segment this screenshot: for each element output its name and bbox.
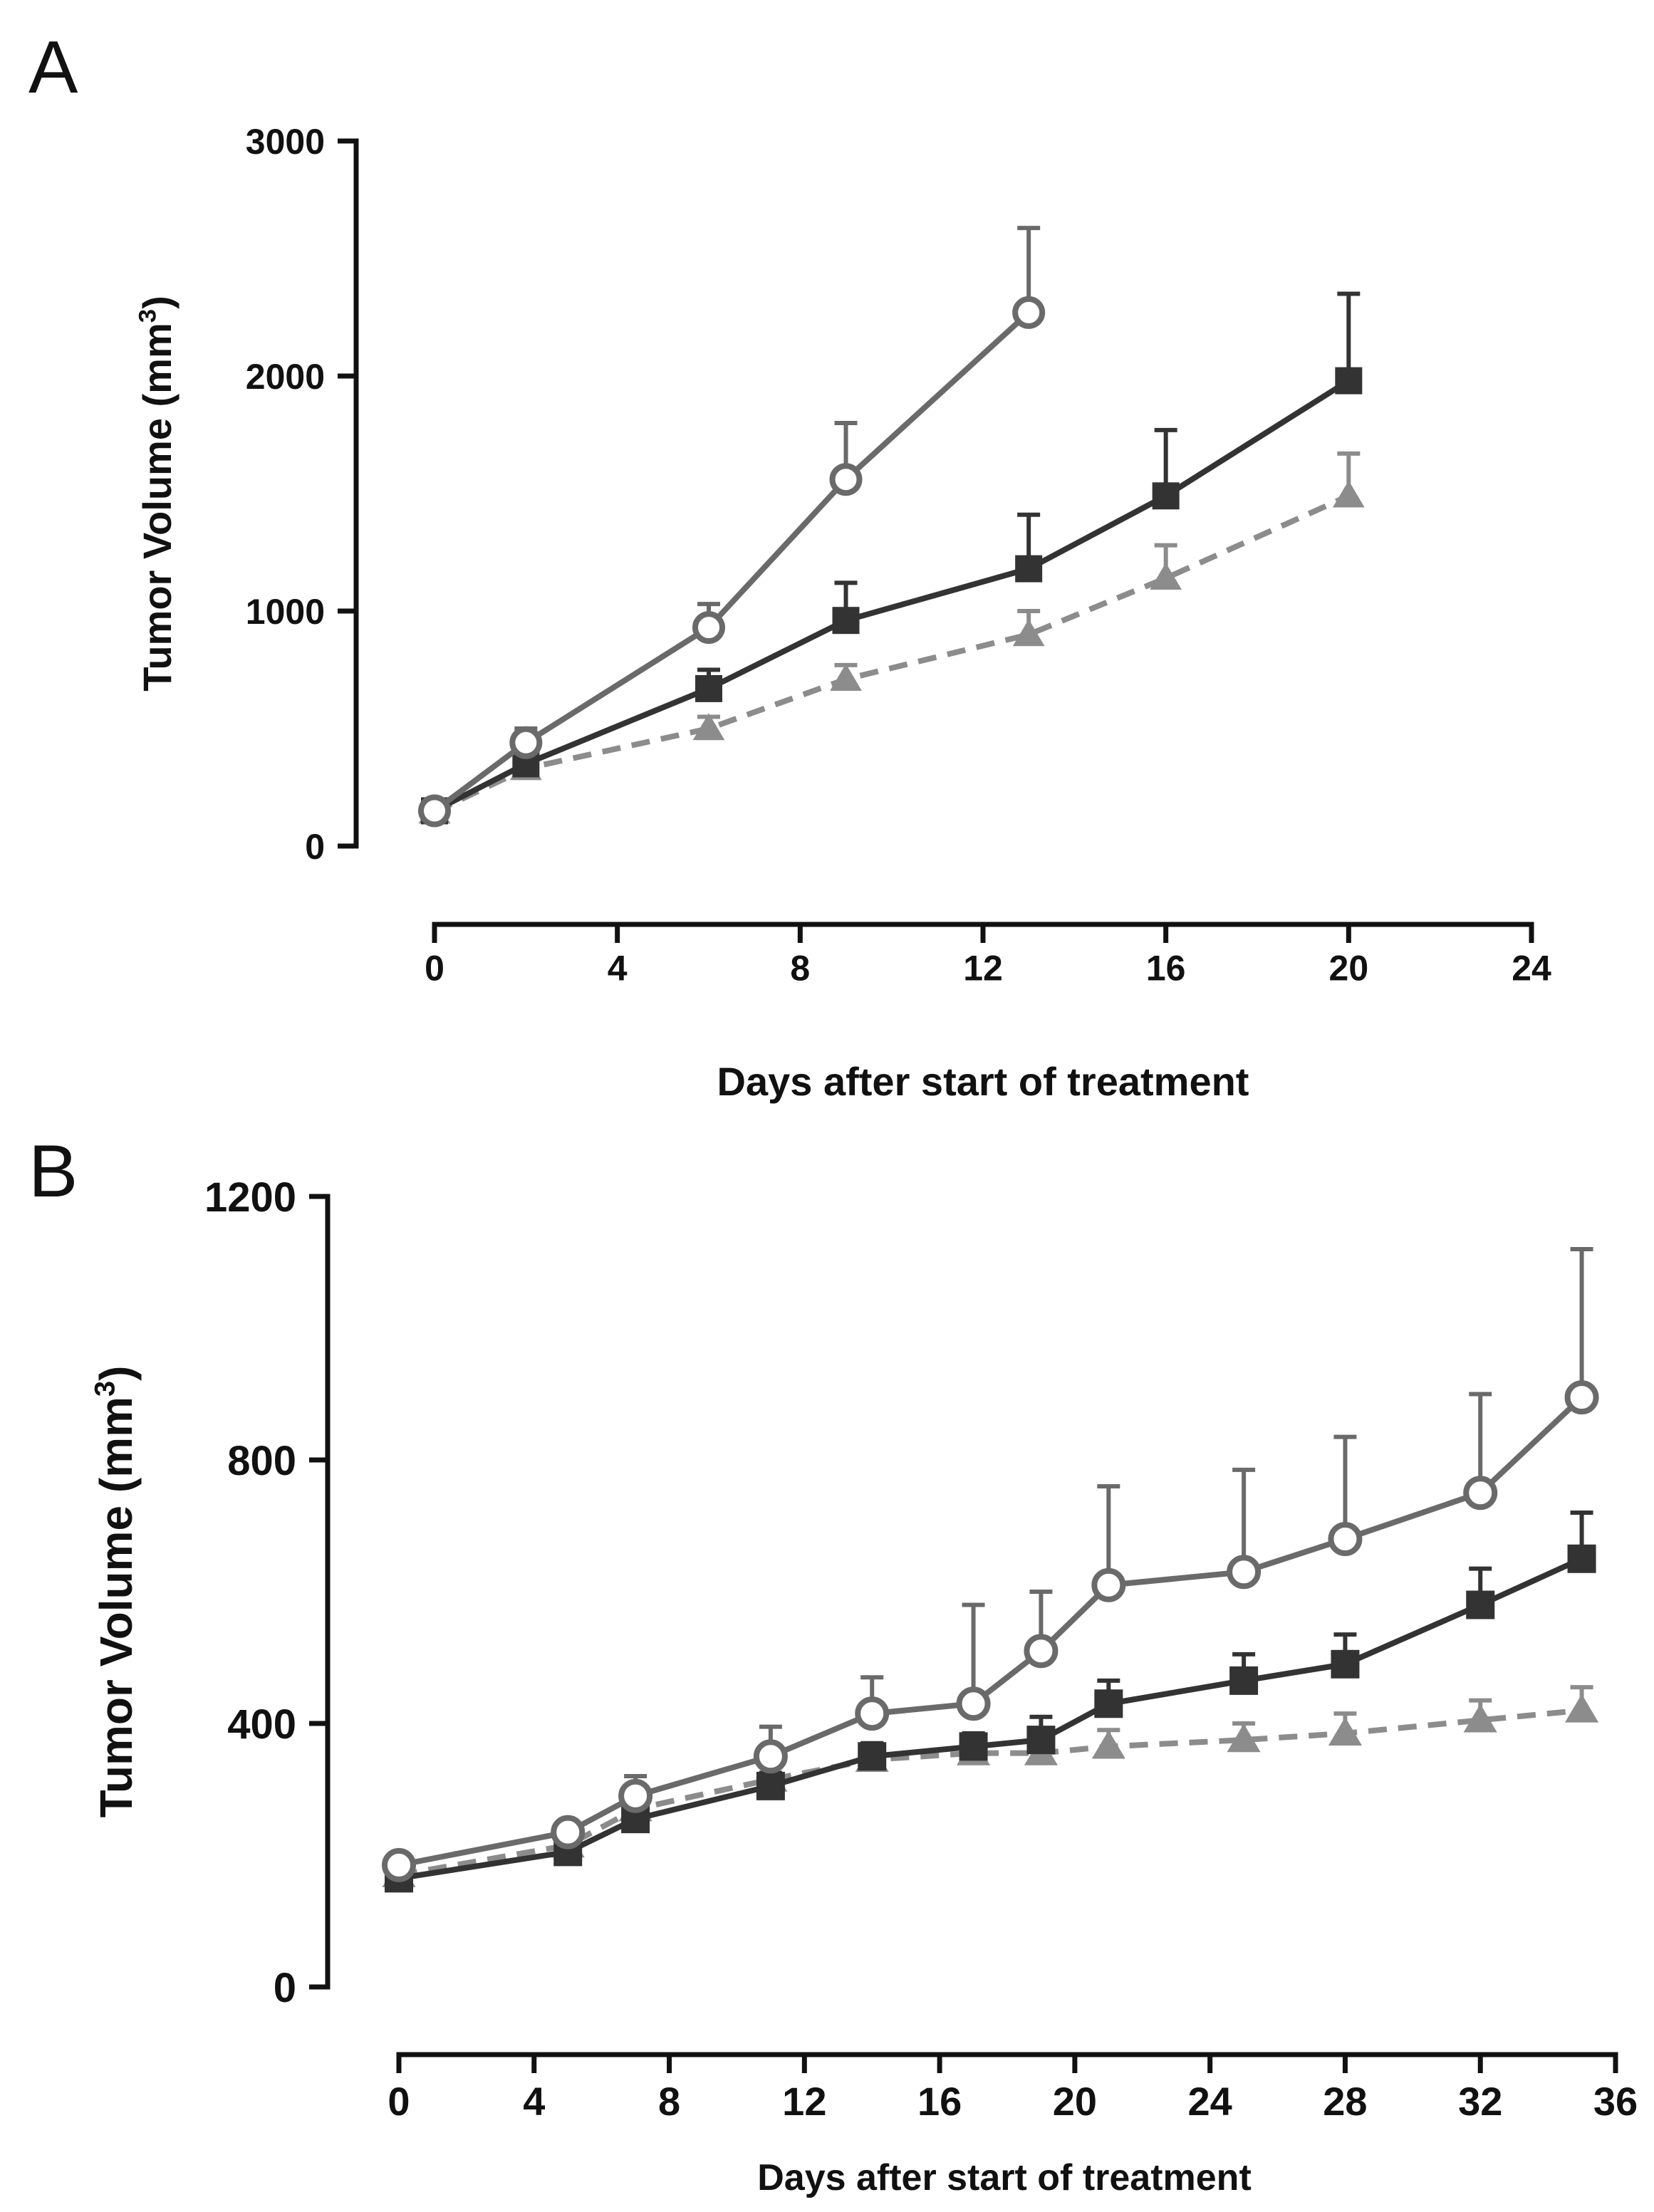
x-axis-title: Days after start of treatment bbox=[717, 1059, 1249, 1104]
data-point bbox=[1026, 1726, 1056, 1755]
x-tick-label: 24 bbox=[1512, 949, 1551, 988]
data-point bbox=[1015, 555, 1043, 583]
x-tick-label: 24 bbox=[1188, 2079, 1232, 2124]
y-axis-title-superscript: 3 bbox=[135, 309, 162, 323]
data-point bbox=[1328, 1717, 1363, 1746]
x-tick-label: 0 bbox=[425, 949, 444, 988]
data-point bbox=[1091, 1730, 1125, 1759]
x-tick-label: 12 bbox=[963, 949, 1003, 988]
data-point bbox=[1227, 1555, 1262, 1590]
data-point bbox=[509, 726, 543, 759]
y-axis-title-close: ) bbox=[90, 1366, 142, 1381]
data-point bbox=[692, 611, 725, 645]
series-line bbox=[433, 493, 1350, 815]
series-line bbox=[398, 1395, 1584, 1868]
y-axis-title-close: ) bbox=[135, 296, 180, 309]
panel-a-chart: A 0 1000 2000 3000 0 4 8 12 16 20 24 Days after star… bbox=[28, 26, 1551, 1104]
data-point bbox=[1012, 296, 1046, 329]
x-tick-label: 32 bbox=[1458, 2079, 1502, 2124]
data-point bbox=[1150, 563, 1182, 590]
x-tick-label: 20 bbox=[1329, 949, 1369, 988]
panel-letter-B: B bbox=[28, 1130, 78, 1213]
data-point bbox=[692, 713, 725, 741]
data-point bbox=[1335, 367, 1363, 395]
y-tick-label: 400 bbox=[227, 1701, 296, 1748]
data-point bbox=[382, 1847, 416, 1882]
y-tick-label: 3000 bbox=[246, 122, 325, 162]
series-circle-open bbox=[382, 1247, 1599, 1882]
data-point bbox=[830, 664, 862, 691]
x-tick-label: 8 bbox=[790, 949, 810, 988]
data-point bbox=[1466, 1590, 1495, 1619]
x-tick-label: 16 bbox=[1146, 949, 1186, 988]
y-axis-title-superscript: 3 bbox=[90, 1381, 121, 1397]
data-point bbox=[1332, 480, 1365, 508]
data-point bbox=[756, 1771, 785, 1800]
x-tick-label: 20 bbox=[1053, 2079, 1097, 2124]
y-tick-label: 2000 bbox=[246, 357, 325, 397]
y-tick-label: 1000 bbox=[246, 592, 325, 632]
data-point bbox=[1012, 619, 1045, 647]
y-tick-label: 0 bbox=[305, 827, 325, 867]
series-circle-open bbox=[418, 226, 1046, 828]
data-point bbox=[551, 1815, 586, 1850]
x-tick-label: 4 bbox=[523, 2079, 545, 2124]
x-tick-label: 36 bbox=[1593, 2079, 1638, 2124]
data-point bbox=[1229, 1666, 1259, 1695]
data-point bbox=[829, 463, 863, 496]
data-point bbox=[959, 1732, 988, 1761]
data-point bbox=[1091, 1567, 1126, 1602]
data-point bbox=[418, 794, 451, 828]
x-tick-label: 8 bbox=[658, 2079, 680, 2124]
x-tick-label: 16 bbox=[917, 2079, 962, 2124]
series-triangle bbox=[418, 451, 1365, 824]
panel-b-chart: B 0 400 800 1200 0 4 8 12 16 20 24 28 32 36 Days after … bbox=[28, 1130, 1638, 2198]
y-axis-title: Tumor Volume (mm3) bbox=[90, 1366, 142, 1818]
y-tick-label: 0 bbox=[274, 1965, 296, 2011]
panel-letter-A: A bbox=[28, 26, 78, 109]
data-point bbox=[1463, 1476, 1498, 1511]
data-point bbox=[855, 1696, 890, 1731]
y-axis-title-main: Tumor Volume (mm bbox=[90, 1397, 142, 1817]
data-point bbox=[858, 1742, 887, 1771]
data-point bbox=[1567, 1544, 1596, 1573]
data-point bbox=[1564, 1380, 1599, 1415]
y-tick-label: 800 bbox=[227, 1438, 296, 1484]
series-square bbox=[421, 291, 1363, 825]
data-point bbox=[1094, 1689, 1123, 1718]
data-point bbox=[1024, 1634, 1059, 1669]
data-point bbox=[1331, 1649, 1360, 1679]
data-point bbox=[753, 1739, 788, 1774]
data-point bbox=[1227, 1723, 1261, 1753]
y-tick-label: 1200 bbox=[204, 1174, 296, 1221]
data-point bbox=[1152, 482, 1180, 510]
data-point bbox=[832, 607, 860, 635]
x-tick-label: 28 bbox=[1323, 2079, 1367, 2124]
y-axis-title: Tumor Volume (mm3) bbox=[135, 296, 180, 691]
data-point bbox=[956, 1686, 991, 1721]
data-point bbox=[695, 674, 722, 702]
x-tick-label: 12 bbox=[782, 2079, 826, 2124]
x-tick-label: 0 bbox=[388, 2079, 410, 2124]
data-point bbox=[1564, 1694, 1599, 1723]
data-point bbox=[1463, 1704, 1497, 1733]
series-line bbox=[433, 378, 1351, 814]
x-tick-label: 4 bbox=[608, 949, 628, 988]
data-point bbox=[1328, 1522, 1363, 1556]
data-point bbox=[618, 1778, 653, 1813]
y-axis-title-main: Tumor Volume (mm bbox=[135, 323, 180, 692]
x-axis-title: Days after start of treatment bbox=[757, 2157, 1252, 2198]
